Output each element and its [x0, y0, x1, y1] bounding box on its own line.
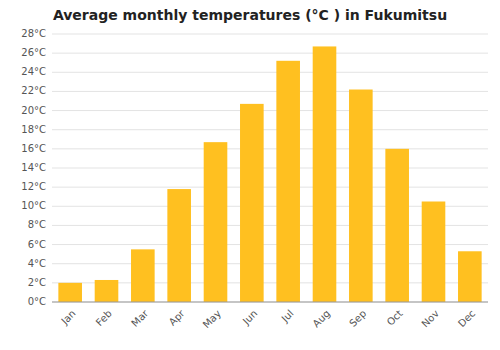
y-tick-label: 28°C: [21, 28, 46, 39]
x-tick-label: Nov: [419, 308, 441, 330]
y-axis: 0°C 2°C 4°C 6°C 8°C 10°C 12°C 14°C 16°C 18°C 20°C 2…: [21, 28, 488, 307]
grid-line: [52, 110, 488, 111]
bars: [58, 46, 481, 302]
x-axis-line: [52, 302, 488, 303]
y-tick-label: 20°C: [21, 105, 46, 116]
y-tick-label: 22°C: [21, 85, 46, 96]
bar: [422, 202, 446, 303]
y-tick-label: 18°C: [21, 124, 46, 135]
y-tick-label: 24°C: [21, 66, 46, 77]
x-tick-label: Mar: [129, 307, 151, 329]
chart-container: Average monthly temperatures (°C ) in Fu…: [0, 0, 500, 350]
grid-line: [52, 148, 488, 149]
bar: [95, 280, 119, 302]
chart: Average monthly temperatures (°C ) in Fu…: [0, 0, 500, 350]
grid-line: [52, 53, 488, 54]
y-tick-label: 26°C: [21, 47, 46, 58]
bar: [313, 46, 337, 302]
y-tick-label: 6°C: [28, 239, 46, 250]
x-tick-label: May: [201, 308, 223, 330]
grid-line: [52, 302, 488, 303]
grid-line: [52, 129, 488, 130]
x-tick-label: Oct: [385, 308, 405, 328]
y-tick-label: 14°C: [21, 162, 46, 173]
x-tick-label: Apr: [167, 307, 188, 328]
title: Average monthly temperatures (°C ) in Fu…: [53, 7, 447, 23]
y-tick-label: 10°C: [21, 200, 46, 211]
bar: [167, 189, 191, 302]
bar: [349, 90, 373, 302]
bar: [276, 61, 300, 302]
grid-line: [52, 91, 488, 92]
y-tick-label: 16°C: [21, 143, 46, 154]
x-tick-label: Feb: [94, 308, 114, 328]
x-tick-label: Jul: [279, 308, 296, 325]
bar: [58, 283, 82, 302]
grid-line: [52, 187, 488, 188]
x-tick-label: Jan: [58, 308, 77, 327]
x-tick-label: Jun: [240, 308, 260, 328]
y-tick-label: 4°C: [28, 258, 46, 269]
y-tick-label: 2°C: [28, 277, 46, 288]
bar: [458, 251, 482, 302]
grid-line: [52, 72, 488, 73]
y-tick-label: 12°C: [21, 181, 46, 192]
x-axis: Jan Feb Mar Apr May Jun Jul Aug Sep Oct Nov Dec: [58, 307, 477, 330]
y-tick-label: 8°C: [28, 219, 46, 230]
bar: [240, 104, 264, 302]
grid-line: [52, 34, 488, 35]
bar: [385, 149, 409, 302]
grid-line: [52, 168, 488, 169]
y-tick-label: 0°C: [28, 296, 46, 307]
x-tick-label: Aug: [310, 308, 332, 330]
x-tick-label: Sep: [347, 308, 368, 329]
bar: [131, 249, 155, 302]
x-tick-label: Dec: [456, 308, 477, 329]
bar: [204, 142, 228, 302]
